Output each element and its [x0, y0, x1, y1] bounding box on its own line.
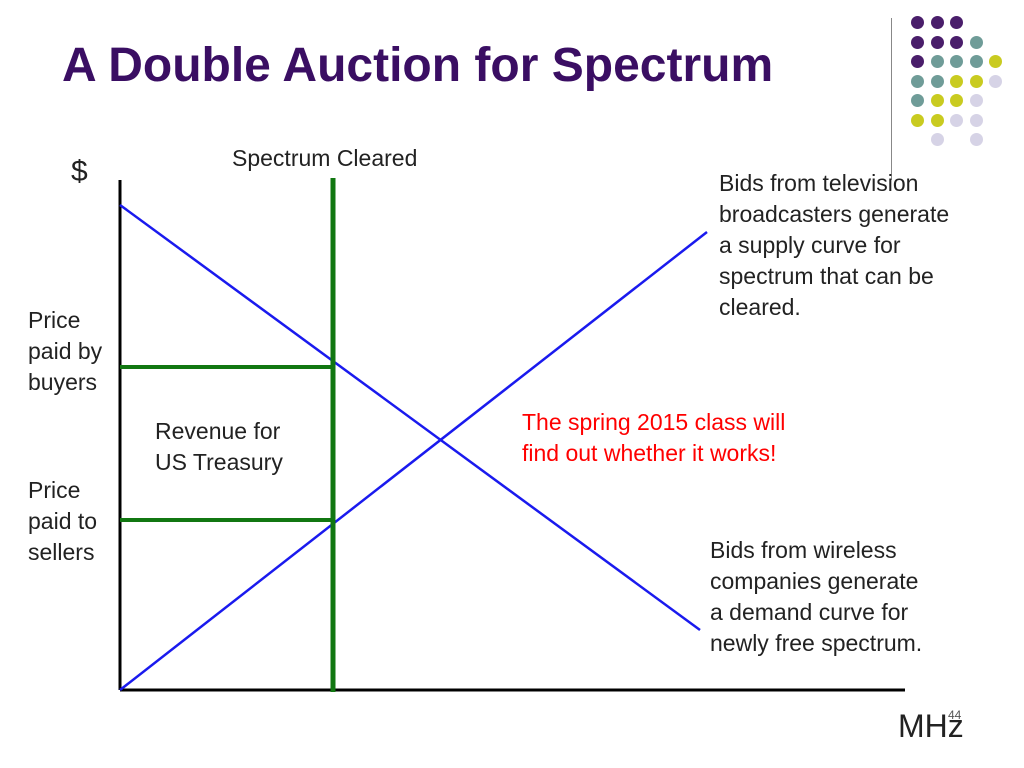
decoration-dot — [930, 94, 944, 107]
spectrum-cleared-label: Spectrum Cleared — [232, 145, 418, 171]
decoration-dot — [969, 113, 983, 127]
decoration-dot — [911, 113, 924, 127]
decoration-dot — [969, 55, 983, 68]
label-line: Price — [28, 477, 81, 503]
label-line: US Treasury — [155, 449, 283, 475]
decoration-divider — [891, 18, 892, 180]
label-line: sellers — [28, 539, 95, 565]
decoration-dot — [950, 35, 963, 49]
buyer-price-label: Price paid by buyers — [28, 305, 102, 398]
label-line: Price — [28, 307, 81, 333]
decoration-dot — [989, 74, 1002, 88]
decoration-dot — [969, 35, 983, 49]
supply-note: Bids from television broadcasters genera… — [719, 168, 949, 323]
decoration-dot — [950, 16, 963, 29]
decoration-dot — [969, 74, 983, 88]
y-axis-label: $ — [71, 155, 88, 188]
decoration-dot — [930, 55, 944, 68]
decoration-dot — [989, 55, 1002, 68]
x-axis-label: MHz — [898, 708, 964, 744]
label-line: paid by — [28, 338, 103, 364]
note-line: The spring 2015 class will — [522, 409, 786, 435]
revenue-label: Revenue for US Treasury — [155, 416, 283, 478]
note-line: a demand curve for — [710, 599, 909, 625]
note-line: newly free spectrum. — [710, 630, 923, 656]
decoration-dot — [950, 94, 963, 107]
decoration-dot — [950, 55, 963, 68]
decoration-dot — [950, 113, 963, 127]
seller-price-label: Price paid to sellers — [28, 475, 97, 568]
label-line: buyers — [28, 369, 98, 395]
label-line: Revenue for — [155, 418, 281, 444]
decoration-dot — [930, 74, 944, 88]
note-line: spectrum that can be — [719, 263, 934, 289]
decoration-dot — [911, 94, 924, 107]
decoration-dot — [911, 55, 924, 68]
note-line: broadcasters generate — [719, 201, 950, 227]
decoration-dot — [930, 16, 944, 29]
decoration-dot — [930, 113, 944, 127]
demand-note: Bids from wireless companies generate a … — [710, 535, 922, 659]
page-number: 44 — [948, 708, 962, 722]
decoration-dot — [911, 35, 924, 49]
label-line: paid to — [28, 508, 98, 534]
demand-curve — [119, 203, 701, 632]
note-line: Bids from television — [719, 170, 919, 196]
note-line: find out whether it works! — [522, 440, 777, 466]
note-line: companies generate — [710, 568, 919, 594]
slide-title: A Double Auction for Spectrum — [62, 39, 774, 92]
note-line: cleared. — [719, 294, 801, 320]
decoration-dot — [969, 94, 983, 107]
decoration-dot — [911, 74, 924, 88]
decoration-dot — [969, 133, 983, 146]
decoration-dot — [930, 133, 944, 146]
spring-class-note: The spring 2015 class will find out whet… — [522, 407, 785, 469]
decoration-dot — [950, 74, 963, 88]
decoration-dot — [930, 35, 944, 49]
note-line: Bids from wireless — [710, 537, 897, 563]
supply-curve — [119, 231, 708, 691]
decoration-dot — [911, 16, 924, 29]
note-line: a supply curve for — [719, 232, 901, 258]
